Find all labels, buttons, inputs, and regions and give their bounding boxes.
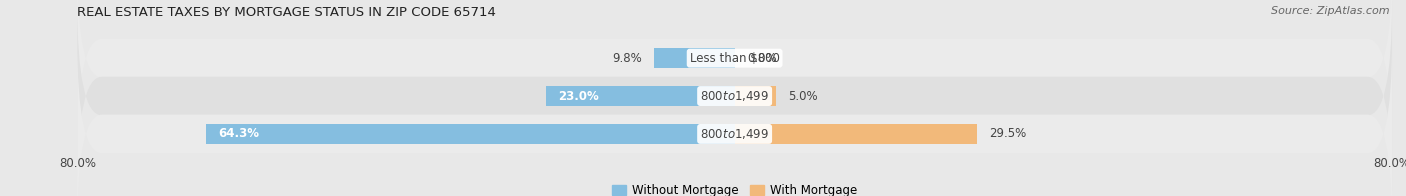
Text: Less than $800: Less than $800 — [690, 52, 779, 65]
Text: 29.5%: 29.5% — [990, 127, 1026, 140]
FancyBboxPatch shape — [77, 0, 1392, 152]
Text: 64.3%: 64.3% — [219, 127, 260, 140]
Bar — [735, 86, 776, 106]
Text: 5.0%: 5.0% — [787, 90, 818, 103]
Text: 9.8%: 9.8% — [612, 52, 641, 65]
Bar — [546, 86, 735, 106]
Bar — [207, 124, 735, 144]
Text: $800 to $1,499: $800 to $1,499 — [700, 127, 769, 141]
FancyBboxPatch shape — [77, 2, 1392, 190]
Text: REAL ESTATE TAXES BY MORTGAGE STATUS IN ZIP CODE 65714: REAL ESTATE TAXES BY MORTGAGE STATUS IN … — [77, 6, 496, 19]
Text: $800 to $1,499: $800 to $1,499 — [700, 89, 769, 103]
Text: Source: ZipAtlas.com: Source: ZipAtlas.com — [1271, 6, 1389, 16]
Text: 0.0%: 0.0% — [747, 52, 776, 65]
FancyBboxPatch shape — [77, 40, 1392, 196]
Bar — [735, 124, 977, 144]
Text: 23.0%: 23.0% — [558, 90, 599, 103]
Bar — [654, 48, 735, 68]
Legend: Without Mortgage, With Mortgage: Without Mortgage, With Mortgage — [607, 179, 862, 196]
